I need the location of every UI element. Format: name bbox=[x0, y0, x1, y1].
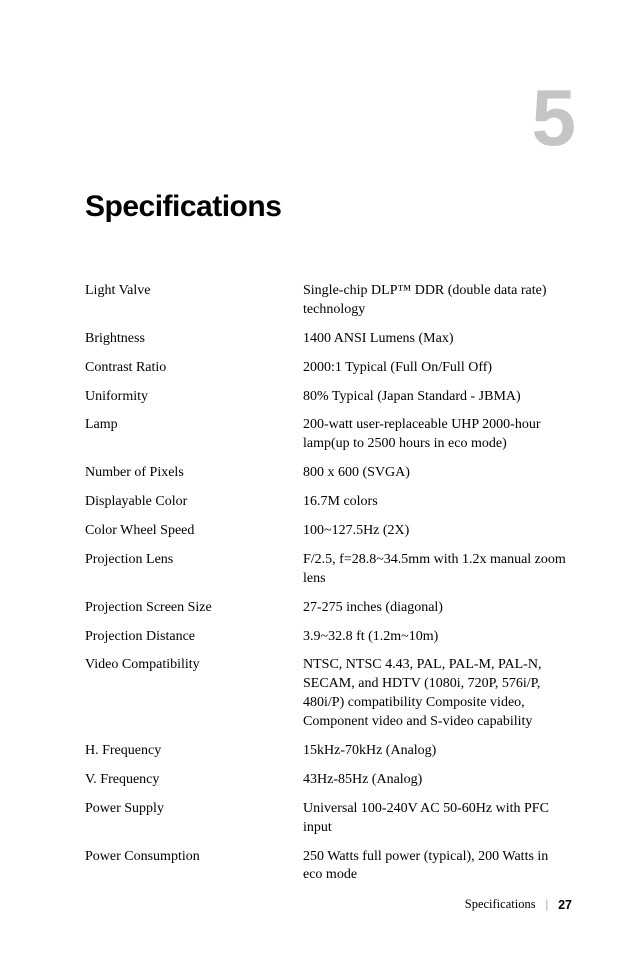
spec-label: Uniformity bbox=[85, 388, 303, 407]
spec-label: Lamp bbox=[85, 416, 303, 435]
spec-value: 3.9~32.8 ft (1.2m~10m) bbox=[303, 628, 566, 647]
spec-row: V. Frequency 43Hz-85Hz (Analog) bbox=[85, 771, 566, 790]
spec-label: Light Valve bbox=[85, 282, 303, 301]
spec-value: 250 Watts full power (typical), 200 Watt… bbox=[303, 848, 566, 886]
spec-value: 80% Typical (Japan Standard - JBMA) bbox=[303, 388, 566, 407]
spec-row: Uniformity 80% Typical (Japan Standard -… bbox=[85, 388, 566, 407]
spec-label: Projection Screen Size bbox=[85, 599, 303, 618]
spec-value: NTSC, NTSC 4.43, PAL, PAL-M, PAL-N, SECA… bbox=[303, 656, 566, 732]
spec-row: Power Supply Universal 100-240V AC 50-60… bbox=[85, 800, 566, 838]
spec-value: 800 x 600 (SVGA) bbox=[303, 464, 566, 483]
spec-label: Power Consumption bbox=[85, 848, 303, 867]
spec-label: Projection Distance bbox=[85, 628, 303, 647]
spec-label: V. Frequency bbox=[85, 771, 303, 790]
spec-label: Contrast Ratio bbox=[85, 359, 303, 378]
spec-label: Projection Lens bbox=[85, 551, 303, 570]
spec-row: Displayable Color 16.7M colors bbox=[85, 493, 566, 512]
spec-label: Number of Pixels bbox=[85, 464, 303, 483]
spec-value: 2000:1 Typical (Full On/Full Off) bbox=[303, 359, 566, 378]
spec-value: 15kHz-70kHz (Analog) bbox=[303, 742, 566, 761]
footer-page-number: 27 bbox=[558, 898, 572, 912]
spec-row: Lamp 200-watt user-replaceable UHP 2000-… bbox=[85, 416, 566, 454]
spec-row: Number of Pixels 800 x 600 (SVGA) bbox=[85, 464, 566, 483]
spec-value: 16.7M colors bbox=[303, 493, 566, 512]
spec-label: Color Wheel Speed bbox=[85, 522, 303, 541]
spec-row: Video Compatibility NTSC, NTSC 4.43, PAL… bbox=[85, 656, 566, 732]
page-footer: Specifications | 27 bbox=[465, 897, 572, 912]
spec-label: Brightness bbox=[85, 330, 303, 349]
spec-row: Contrast Ratio 2000:1 Typical (Full On/F… bbox=[85, 359, 566, 378]
chapter-number: 5 bbox=[532, 78, 577, 158]
footer-divider: | bbox=[546, 897, 549, 912]
spec-label: Power Supply bbox=[85, 800, 303, 819]
spec-row: Brightness 1400 ANSI Lumens (Max) bbox=[85, 330, 566, 349]
spec-value: Single-chip DLP™ DDR (double data rate) … bbox=[303, 282, 566, 320]
page-title: Specifications bbox=[85, 190, 566, 224]
spec-row: Projection Screen Size 27-275 inches (di… bbox=[85, 599, 566, 618]
spec-value: Universal 100-240V AC 50-60Hz with PFC i… bbox=[303, 800, 566, 838]
spec-value: 1400 ANSI Lumens (Max) bbox=[303, 330, 566, 349]
spec-row: Projection Lens F/2.5, f=28.8~34.5mm wit… bbox=[85, 551, 566, 589]
spec-row: Color Wheel Speed 100~127.5Hz (2X) bbox=[85, 522, 566, 541]
spec-label: H. Frequency bbox=[85, 742, 303, 761]
spec-row: Light Valve Single-chip DLP™ DDR (double… bbox=[85, 282, 566, 320]
spec-value: 200-watt user-replaceable UHP 2000-hour … bbox=[303, 416, 566, 454]
spec-row: H. Frequency 15kHz-70kHz (Analog) bbox=[85, 742, 566, 761]
spec-value: 100~127.5Hz (2X) bbox=[303, 522, 566, 541]
spec-label: Video Compatibility bbox=[85, 656, 303, 675]
specifications-table: Light Valve Single-chip DLP™ DDR (double… bbox=[85, 282, 566, 885]
spec-value: 27-275 inches (diagonal) bbox=[303, 599, 566, 618]
spec-value: 43Hz-85Hz (Analog) bbox=[303, 771, 566, 790]
spec-row: Power Consumption 250 Watts full power (… bbox=[85, 848, 566, 886]
footer-section-name: Specifications bbox=[465, 897, 536, 912]
spec-label: Displayable Color bbox=[85, 493, 303, 512]
spec-value: F/2.5, f=28.8~34.5mm with 1.2x manual zo… bbox=[303, 551, 566, 589]
spec-row: Projection Distance 3.9~32.8 ft (1.2m~10… bbox=[85, 628, 566, 647]
